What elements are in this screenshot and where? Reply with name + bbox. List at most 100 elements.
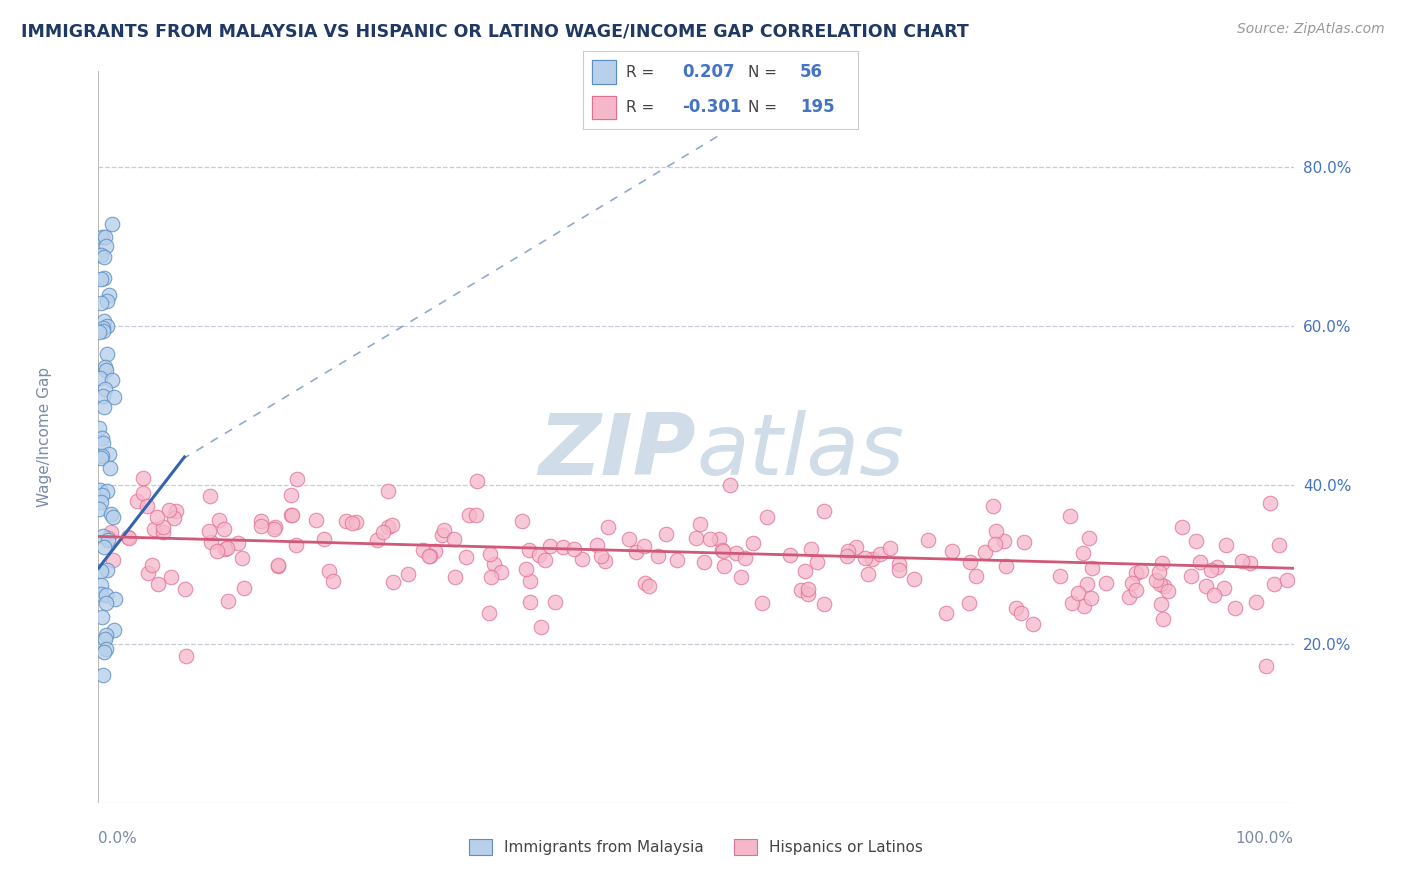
Point (458, 508, 481, 522)
Point (478, 606, 501, 620)
Point (152, 524, 174, 539)
Point (593, 554, 616, 568)
Text: IMMIGRANTS FROM MALAYSIA VS HISPANIC OR LATINO WAGE/INCOME GAP CORRELATION CHART: IMMIGRANTS FROM MALAYSIA VS HISPANIC OR … (21, 22, 969, 40)
Point (1267, 538, 1289, 552)
Point (91, 528, 114, 542)
Point (93, 400, 115, 414)
Point (734, 550, 756, 565)
Point (96, 239, 118, 253)
Point (1078, 531, 1101, 545)
Point (519, 574, 541, 589)
Point (90, 248, 112, 262)
Point (87, 501, 110, 516)
Point (90, 577, 112, 591)
Point (141, 558, 163, 572)
Text: R =: R = (626, 64, 654, 79)
Text: 56: 56 (800, 63, 823, 81)
Point (1125, 583, 1147, 598)
Point (1080, 591, 1102, 605)
Point (93, 435, 115, 450)
Point (285, 472, 308, 486)
Point (689, 516, 711, 531)
Point (205, 544, 228, 558)
Bar (592, 95, 616, 120)
Text: Wage/Income Gap: Wage/Income Gap (37, 367, 52, 508)
Point (89, 370, 111, 384)
Point (377, 484, 399, 499)
Text: Source: ZipAtlas.com: Source: ZipAtlas.com (1237, 22, 1385, 37)
Point (214, 541, 236, 556)
Point (464, 508, 486, 522)
Point (837, 544, 859, 558)
Point (101, 373, 124, 387)
Point (796, 587, 818, 601)
Point (800, 541, 823, 556)
Point (1147, 565, 1170, 579)
Point (103, 624, 125, 638)
Point (89, 483, 111, 498)
Point (318, 564, 340, 578)
Point (685, 531, 707, 545)
Point (1076, 577, 1098, 591)
Point (489, 566, 512, 580)
Point (444, 570, 467, 584)
Point (530, 620, 553, 634)
Point (617, 533, 640, 547)
Text: atlas: atlas (696, 410, 904, 493)
Point (1062, 596, 1084, 610)
Point (1204, 588, 1226, 602)
Point (146, 577, 169, 591)
Point (93, 229, 115, 244)
Point (160, 570, 183, 584)
Point (132, 471, 155, 485)
Point (94, 628, 117, 642)
Point (152, 519, 174, 533)
Point (538, 539, 561, 553)
Point (93, 314, 115, 328)
Point (845, 540, 868, 554)
Point (344, 515, 367, 529)
Point (96, 347, 118, 361)
Point (941, 543, 963, 558)
Point (98, 447, 121, 461)
Point (1199, 564, 1222, 578)
Text: N =: N = (748, 64, 778, 79)
Point (101, 510, 124, 524)
Point (465, 474, 488, 488)
Bar (592, 61, 616, 84)
Point (917, 533, 939, 547)
Point (1263, 576, 1285, 591)
Point (1194, 579, 1216, 593)
Point (1254, 659, 1277, 673)
Point (993, 534, 1015, 549)
Point (879, 541, 901, 555)
Point (835, 549, 858, 563)
Point (1049, 569, 1071, 583)
Point (571, 551, 593, 566)
Point (96, 563, 118, 577)
Point (215, 541, 238, 556)
Point (91, 450, 114, 464)
Point (94, 382, 117, 396)
Point (93, 250, 115, 264)
Point (165, 504, 187, 518)
Point (412, 542, 434, 557)
Point (1215, 538, 1237, 552)
Point (233, 581, 256, 595)
Point (280, 488, 302, 502)
Point (100, 525, 122, 540)
Point (634, 576, 657, 591)
Point (96, 483, 118, 498)
Point (957, 596, 980, 610)
Point (1239, 557, 1261, 571)
Point (1022, 616, 1045, 631)
Point (104, 592, 127, 607)
Point (263, 522, 285, 536)
Point (90, 450, 112, 465)
Point (430, 527, 453, 541)
Point (433, 523, 456, 537)
Point (887, 558, 910, 572)
Point (94, 363, 117, 377)
Point (1275, 573, 1298, 587)
Point (90, 564, 112, 578)
